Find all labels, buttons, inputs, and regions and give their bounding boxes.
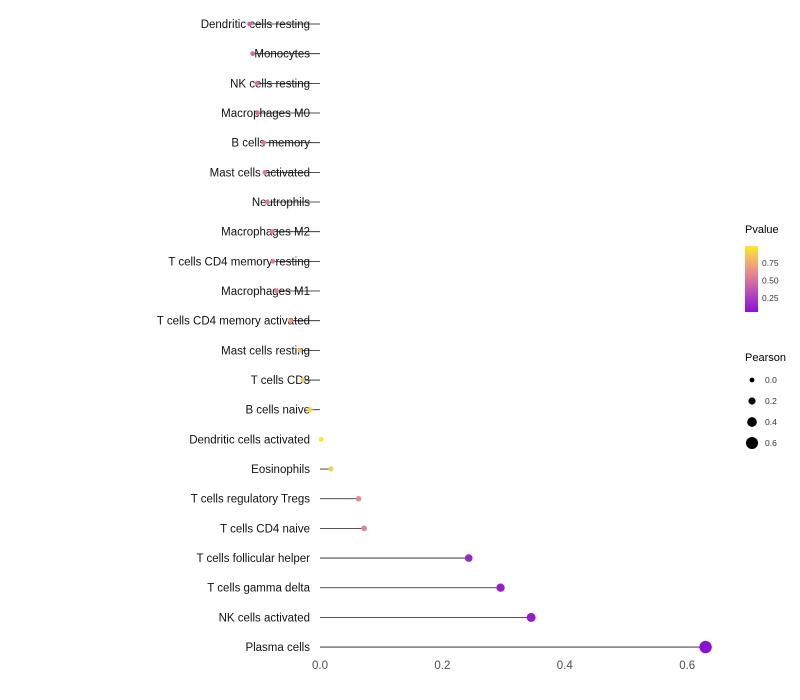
- category-label: B cells naive: [245, 405, 310, 417]
- lollipop-point: [361, 525, 367, 532]
- x-tick-label: 0.2: [434, 660, 450, 672]
- lollipop-point: [274, 288, 279, 294]
- category-label: Dendritic cells activated: [189, 434, 310, 446]
- size-legend-label: 0.0: [765, 375, 777, 385]
- category-label: NK cells resting: [230, 78, 310, 90]
- lollipop-point: [300, 377, 306, 383]
- lollipop-row: Macrophages M2: [221, 227, 320, 239]
- category-label: T cells CD8: [251, 375, 310, 387]
- category-label: Monocytes: [254, 49, 310, 61]
- category-label: Macrophages M2: [221, 227, 310, 239]
- lollipop-row: Neutrophils: [252, 197, 320, 209]
- lollipop-point: [526, 612, 536, 622]
- lollipop-point: [255, 110, 260, 116]
- lollipop-row: Eosinophils: [251, 464, 334, 476]
- size-legend: Pearson 0.0 0.2 0.4 0.6: [745, 352, 786, 450]
- lollipop-row: T cells CD4 naive: [220, 523, 367, 535]
- lollipop-point: [250, 51, 256, 57]
- lollipop-point: [254, 80, 260, 86]
- lollipop-row: NK cells resting: [230, 78, 320, 90]
- category-label: Eosinophils: [251, 464, 310, 476]
- lollipop-row: NK cells activated: [219, 612, 536, 624]
- size-legend-dot: [748, 397, 756, 405]
- size-legend-label: 0.6: [765, 438, 777, 448]
- size-legend-label: 0.4: [765, 417, 777, 427]
- lollipop-row: T cells regulatory Tregs: [191, 494, 362, 506]
- category-label: T cells CD4 memory resting: [168, 256, 310, 268]
- lollipop-rows: Dendritic cells resting Monocytes NK cells…: [157, 19, 712, 654]
- lollipop-point: [496, 583, 505, 592]
- lollipop-point: [699, 640, 712, 654]
- category-label: Macrophages M1: [221, 286, 310, 298]
- lollipop-row: Macrophages M1: [221, 286, 320, 298]
- size-legend-dot: [747, 417, 757, 427]
- lollipop-point: [261, 140, 267, 146]
- category-label: Dendritic cells resting: [201, 19, 310, 31]
- lollipop-point: [262, 169, 268, 175]
- lollipop-row: Plasma cells: [245, 640, 712, 654]
- color-legend-title: Pvalue: [745, 224, 779, 236]
- x-tick-label: 0.6: [679, 660, 695, 672]
- x-axis: 0.0 0.2 0.4 0.6: [312, 660, 695, 672]
- lollipop-point: [307, 407, 313, 413]
- lollipop-row: T cells CD4 memory resting: [168, 256, 320, 268]
- category-label: T cells follicular helper: [196, 553, 310, 565]
- category-label: Mast cells activated: [210, 167, 310, 179]
- lollipop-row: T cells CD8: [251, 375, 320, 387]
- lollipop-row: Dendritic cells activated: [189, 434, 324, 446]
- pvalue-tick-label: 0.50: [762, 275, 779, 285]
- lollipop-row: Dendritic cells resting: [201, 19, 320, 31]
- lollipop-row: T cells follicular helper: [196, 553, 473, 565]
- lollipop-point: [318, 436, 324, 442]
- category-label: Macrophages M0: [221, 108, 310, 120]
- category-label: T cells CD4 naive: [220, 523, 310, 535]
- lollipop-point: [464, 554, 473, 562]
- size-legend-dot: [749, 377, 755, 383]
- lollipop-row: Mast cells resting: [221, 345, 320, 357]
- pvalue-gradient-bar: [745, 246, 758, 312]
- size-legend-title: Pearson: [745, 352, 786, 364]
- pvalue-tick-label: 0.25: [762, 293, 779, 303]
- category-label: T cells CD4 memory activated: [157, 316, 310, 328]
- category-label: T cells gamma delta: [207, 583, 310, 595]
- lollipop-point: [355, 495, 362, 502]
- lollipop-row: Macrophages M0: [221, 108, 320, 120]
- category-label: Plasma cells: [245, 642, 310, 654]
- lollipop-row: T cells CD4 memory activated: [157, 316, 320, 328]
- lollipop-row: Monocytes: [250, 49, 320, 61]
- x-tick-label: 0.4: [557, 660, 574, 672]
- lollipop-row: B cells naive: [245, 405, 320, 417]
- lollipop-point: [297, 347, 303, 353]
- lollipop-point: [247, 21, 253, 27]
- lollipop-point: [328, 466, 334, 472]
- lollipop-row: T cells gamma delta: [207, 583, 505, 595]
- category-label: B cells memory: [231, 138, 310, 150]
- lollipop-point: [269, 229, 275, 235]
- size-legend-dot: [745, 436, 759, 450]
- lollipop-row: Mast cells activated: [210, 167, 320, 179]
- category-label: Neutrophils: [252, 197, 310, 209]
- category-label: Mast cells resting: [221, 345, 310, 357]
- lollipop-point: [288, 318, 294, 324]
- category-label: NK cells activated: [219, 612, 310, 624]
- color-legend: Pvalue 0.75 0.50 0.25: [745, 224, 779, 312]
- lollipop-row: B cells memory: [231, 138, 320, 150]
- category-label: T cells regulatory Tregs: [191, 494, 311, 506]
- pvalue-tick-label: 0.75: [762, 258, 779, 268]
- lollipop-point: [264, 199, 270, 205]
- lollipop-point: [270, 258, 276, 264]
- x-tick-label: 0.0: [312, 660, 328, 672]
- size-legend-label: 0.2: [765, 396, 777, 406]
